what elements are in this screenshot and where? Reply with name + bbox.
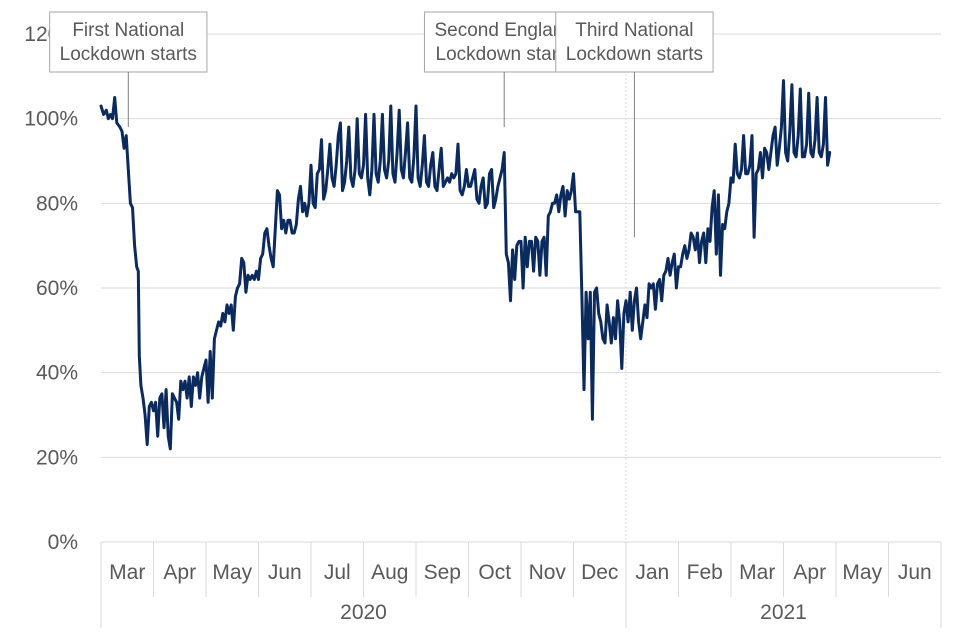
x-tick-label-month: Mar xyxy=(109,561,145,584)
x-tick-label-month: Nov xyxy=(529,561,567,584)
annotations: First National Lockdown starts Second Engl… xyxy=(49,11,714,238)
y-tick-label: 100% xyxy=(24,108,78,131)
annotation-box xyxy=(49,11,208,73)
y-tick-label: 60% xyxy=(36,277,78,300)
x-tick-label-month: Jun xyxy=(268,561,302,584)
y-tick-label: 80% xyxy=(36,192,78,215)
y-tick-label: 40% xyxy=(36,362,78,385)
annotation-text: Lockdown starts xyxy=(566,44,703,65)
annotation-text: Second England xyxy=(434,20,573,41)
annotation-3: Third National Lockdown starts xyxy=(555,11,714,238)
x-tick-label-month: Aug xyxy=(371,561,408,584)
x-tick-label-year: 2021 xyxy=(760,601,807,624)
x-tick-label-month: Sep xyxy=(424,561,461,584)
series xyxy=(99,79,832,451)
series-line xyxy=(99,79,832,451)
annotation-text: Lockdown starts xyxy=(436,44,573,65)
x-tick-label-month: May xyxy=(212,561,252,584)
x-tick-label-month: Feb xyxy=(687,561,723,584)
x-axis: Mar Apr May Jun Jul Aug Sep Oct Nov Dec Jan Feb Mar A… xyxy=(100,541,942,628)
x-tick-label-year: 2020 xyxy=(340,601,387,624)
x-tick-label-month: Jan xyxy=(635,561,669,584)
x-tick-label-month: Jun xyxy=(898,561,932,584)
x-tick-label-month: Jul xyxy=(324,561,351,584)
annotation-text: Lockdown starts xyxy=(60,44,197,65)
x-tick-label-month: Dec xyxy=(581,561,618,584)
x-tick-label-month: Oct xyxy=(478,561,511,584)
annotation-1: First National Lockdown starts xyxy=(49,11,208,128)
x-tick-label-month: Mar xyxy=(739,561,775,584)
y-axis: 0%20%40%60%80%100%120% xyxy=(24,23,78,554)
x-tick-label-month: Apr xyxy=(793,561,826,584)
y-tick-label: 20% xyxy=(36,446,78,469)
annotation-text: First National xyxy=(72,20,184,41)
gridlines xyxy=(101,33,941,543)
annotation-text: Third National xyxy=(575,20,693,41)
annotation-box xyxy=(555,11,714,73)
x-tick-label-month: Apr xyxy=(163,561,196,584)
x-tick-label-month: May xyxy=(842,561,882,584)
y-tick-label: 0% xyxy=(48,531,78,554)
